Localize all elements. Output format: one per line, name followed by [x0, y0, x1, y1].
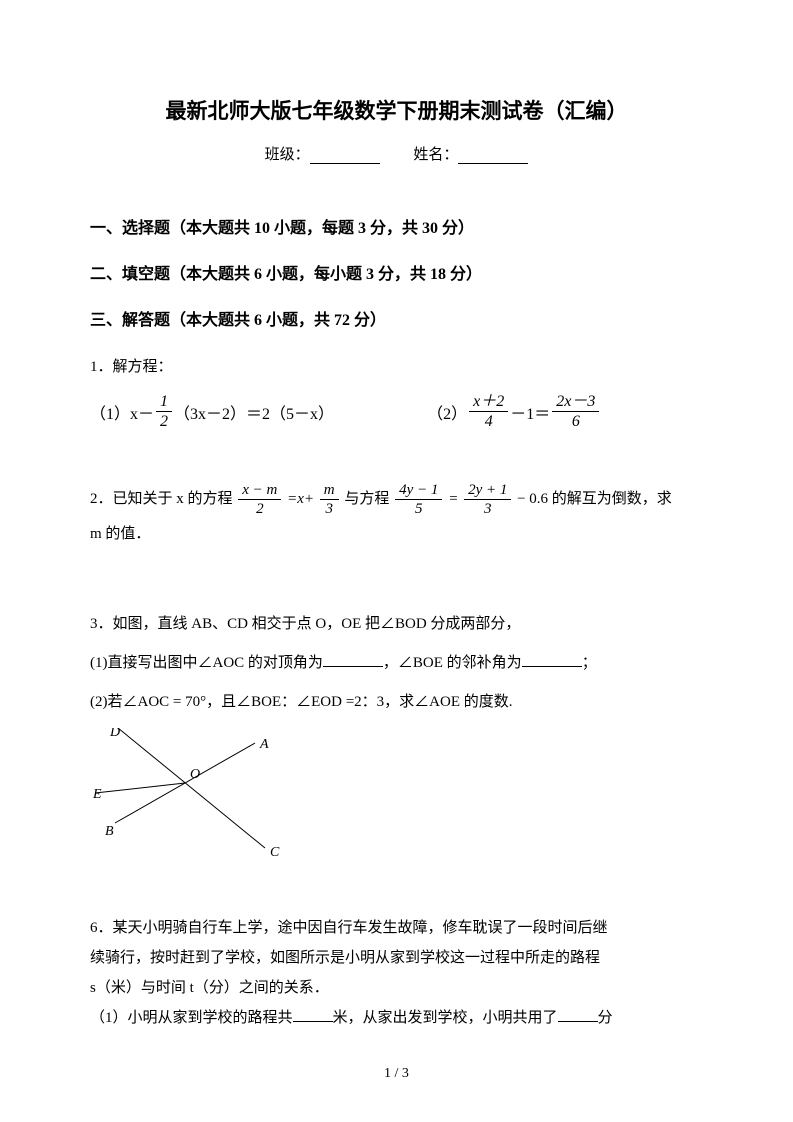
q2-fracD-den: 3 — [480, 500, 496, 518]
q1p1-suffix: （3x－2）＝2（5－x） — [174, 400, 334, 424]
q1p1-frac: 1 2 — [156, 392, 172, 431]
q3-blank1[interactable] — [323, 653, 383, 667]
q3-line3: (2)若∠AOC = 70°，且∠BOE：∠EOD =2：3，求∠AOE 的度数… — [90, 689, 703, 716]
q6-blank2[interactable] — [558, 1008, 598, 1022]
q1p2-mid: －1＝ — [510, 400, 550, 424]
q6-l4c: 分 — [598, 1010, 613, 1026]
q6-line1: 6．某天小明骑自行车上学，途中因自行车发生故障，修车耽误了一段时间后继 — [90, 913, 703, 943]
q2-fracD-num: 2y + 1 — [464, 481, 511, 500]
q1p2-fracA: x＋2 4 — [469, 392, 508, 431]
q1p2-fracB-num: 2x－3 — [552, 392, 599, 412]
q1-equations: （1）x－ 1 2 （3x－2）＝2（5－x） （2） x＋2 4 －1＝ 2x… — [90, 392, 703, 431]
q3-blank2[interactable] — [522, 653, 582, 667]
q6-l4b: 米，从家出发到学校，小明共用了 — [333, 1010, 558, 1026]
q3: 3．如图，直线 AB、CD 相交于点 O，OE 把∠BOD 分成两部分， (1)… — [90, 611, 703, 716]
q2-fracC-den: 5 — [411, 500, 427, 518]
q1p1-prefix: （1）x－ — [90, 400, 154, 424]
q2-fracC-num: 4y − 1 — [395, 481, 442, 500]
q2-mid1: =x+ — [287, 491, 314, 507]
q2: 2．已知关于 x 的方程 x − m 2 =x+ m 3 与方程 4y − 1 … — [90, 481, 703, 551]
q6-line2: 续骑行，按时赶到了学校，如图所示是小明从家到学校这一过程中所走的路程 — [90, 943, 703, 973]
q2-line2: m 的值． — [90, 526, 150, 542]
header-fields: 班级： 姓名： — [90, 143, 703, 164]
q2-prefix: 2．已知关于 x 的方程 — [90, 491, 233, 507]
q2-suffix: − 0.6 的解互为倒数，求 — [517, 491, 672, 507]
section-3-heading: 三、解答题（本大题共 6 小题，共 72 分） — [90, 306, 703, 330]
q2-fracC: 4y − 1 5 — [395, 481, 442, 518]
svg-text:A: A — [259, 737, 269, 752]
q6-line4: （1）小明从家到学校的路程共 米，从家出发到学校，小明共用了 分 — [90, 1003, 703, 1033]
q1-part1: （1）x－ 1 2 （3x－2）＝2（5－x） — [90, 392, 427, 431]
q1p2-prefix: （2） — [427, 400, 467, 424]
section-2-heading: 二、填空题（本大题共 6 小题，每小题 3 分，共 18 分） — [90, 260, 703, 284]
q1p1-num: 1 — [156, 392, 172, 412]
q2-eq: = — [448, 491, 458, 507]
q6: 6．某天小明骑自行车上学，途中因自行车发生故障，修车耽误了一段时间后继 续骑行，… — [90, 913, 703, 1033]
q1-part2: （2） x＋2 4 －1＝ 2x－3 6 — [427, 392, 703, 431]
class-blank[interactable] — [310, 148, 380, 164]
name-blank[interactable] — [458, 148, 528, 164]
svg-text:O: O — [190, 767, 200, 782]
q3-diagram: O A B C D E — [90, 728, 703, 863]
q3-l2b: ，∠BOE 的邻补角为 — [383, 655, 522, 671]
q2-fracA-num: x − m — [238, 481, 281, 500]
q1-label: 1．解方程： — [90, 352, 703, 382]
q2-fracD: 2y + 1 3 — [464, 481, 511, 518]
q3-l2a: (1)直接写出图中∠AOC 的对顶角为 — [90, 655, 323, 671]
q2-fracA-den: 2 — [252, 500, 268, 518]
q1p2-fracA-den: 4 — [481, 412, 497, 431]
q1p1-den: 2 — [156, 412, 172, 431]
q3-l2c: ； — [582, 655, 597, 671]
q2-mid2: 与方程 — [344, 491, 389, 507]
q2-fracA: x − m 2 — [238, 481, 281, 518]
q1p2-fracB-den: 6 — [568, 412, 584, 431]
page-number: 1 / 3 — [0, 1066, 793, 1082]
geometry-svg: O A B C D E — [90, 728, 290, 858]
name-label: 姓名： — [413, 147, 458, 163]
svg-text:C: C — [270, 845, 280, 858]
q2-fracB-den: 3 — [321, 500, 337, 518]
q1p2-fracB: 2x－3 6 — [552, 392, 599, 431]
q6-blank1[interactable] — [293, 1008, 333, 1022]
q6-line3: s（米）与时间 t（分）之间的关系． — [90, 973, 703, 1003]
q1p2-fracA-num: x＋2 — [469, 392, 508, 412]
svg-text:B: B — [105, 824, 114, 839]
q6-l4a: （1）小明从家到学校的路程共 — [90, 1010, 293, 1026]
section-1-heading: 一、选择题（本大题共 10 小题，每题 3 分，共 30 分） — [90, 214, 703, 238]
class-label: 班级： — [265, 147, 310, 163]
page-title: 最新北师大版七年级数学下册期末测试卷（汇编） — [90, 95, 703, 125]
q2-fracB-num: m — [320, 481, 339, 500]
svg-text:D: D — [109, 728, 120, 740]
svg-text:E: E — [92, 787, 102, 802]
q3-line1: 3．如图，直线 AB、CD 相交于点 O，OE 把∠BOD 分成两部分， — [90, 611, 703, 638]
q2-fracB: m 3 — [320, 481, 339, 518]
q3-line2: (1)直接写出图中∠AOC 的对顶角为 ，∠BOE 的邻补角为 ； — [90, 650, 703, 677]
